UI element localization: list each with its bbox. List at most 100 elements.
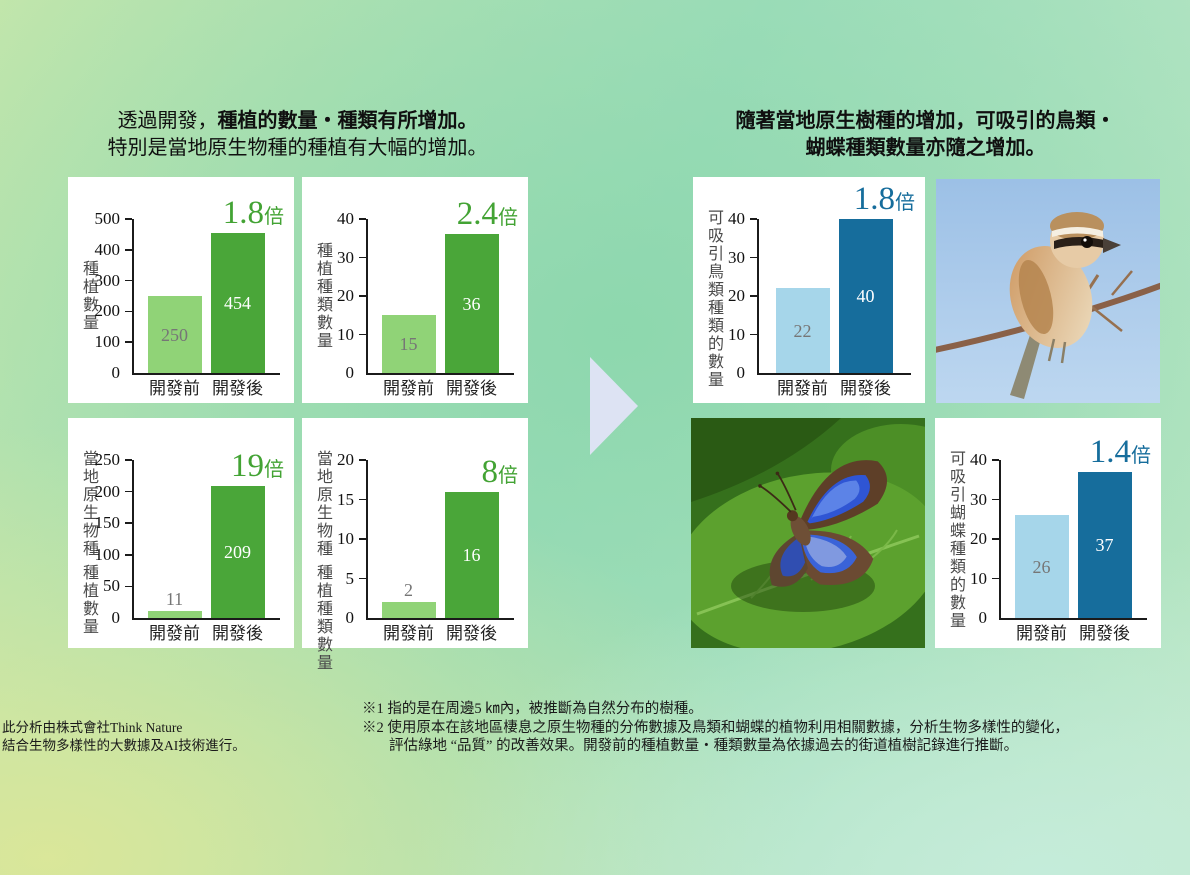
x-category-label: 開發前	[149, 379, 200, 398]
footnote-2-line1: ※2 使用原本在該地區棲息之原生物種的分佈數據及鳥類和蝴蝶的植物利用相關數據，分…	[362, 719, 1069, 736]
y-tick-mark	[125, 249, 132, 251]
flow-arrow	[590, 357, 638, 460]
bar-value-label: 16	[462, 544, 481, 565]
y-tick-mark	[125, 554, 132, 556]
x-axis-line	[366, 618, 514, 620]
footnote-think-nature-line1: 此分析由株式會社Think Nature	[2, 720, 183, 735]
x-axis-line	[757, 373, 911, 375]
y-tick-label: 10	[337, 324, 354, 344]
y-axis-line	[366, 219, 368, 374]
multiplier-label: 19倍	[231, 447, 284, 484]
y-tick-mark	[125, 585, 132, 588]
bar-after	[444, 234, 499, 373]
right-title-line1: 隨著當地原生樹種的增加，可吸引的鳥類・	[735, 110, 1116, 132]
y-tick-label: 5	[345, 568, 355, 588]
multiplier-number: 1.4	[1089, 433, 1131, 470]
y-axis-title-wrap: 當地原生物種 種植數量	[74, 450, 102, 636]
y-axis-title-wrap: 可吸引蝴蝶種類的數量	[941, 450, 969, 630]
y-tick-label: 500	[94, 209, 121, 228]
multiplier-unit: 倍	[1131, 444, 1151, 467]
x-category-label: 開發後	[446, 624, 497, 643]
multiplier-unit: 倍	[895, 192, 915, 214]
y-tick-label: 0	[111, 608, 121, 627]
y-tick-mark	[750, 256, 757, 259]
multiplier-number: 1.8	[853, 181, 895, 217]
multiplier-label: 8倍	[481, 453, 519, 490]
y-tick-label: 15	[337, 489, 354, 509]
bar-before	[381, 602, 436, 618]
bar-before	[775, 288, 830, 373]
right-title: 隨著當地原生樹種的增加，可吸引的鳥類・ 蝴蝶種類數量亦隨之增加。	[688, 108, 1163, 162]
y-axis-title-wrap: 當地原生物種 種植種類數量	[308, 450, 336, 672]
bar-before	[147, 611, 202, 618]
x-category-label: 開發後	[446, 379, 497, 398]
y-tick-label: 300	[94, 270, 121, 290]
y-tick-label: 10	[728, 324, 745, 344]
y-tick-label: 0	[978, 608, 988, 627]
y-tick-mark	[359, 295, 366, 297]
y-tick-mark	[359, 256, 366, 259]
y-tick-mark	[992, 577, 999, 580]
y-tick-label: 250	[94, 450, 121, 469]
y-tick-label: 0	[345, 608, 355, 627]
y-tick-mark	[992, 538, 999, 540]
bar-value-label: 250	[161, 324, 188, 345]
bar-value-label: 454	[224, 293, 251, 314]
y-tick-mark	[359, 333, 366, 336]
bar-value-label: 209	[224, 541, 251, 562]
footnotes: ※1 指的是在周邊5 ㎞內，被推斷為自然分布的樹種。 ※2 使用原本在該地區棲息…	[362, 700, 1182, 756]
y-tick-label: 200	[94, 481, 121, 501]
y-tick-mark	[992, 459, 999, 461]
y-axis-title: 可吸引鳥類種類的數量	[705, 209, 722, 389]
multiplier-label: 1.4倍	[1089, 433, 1151, 470]
y-tick-label: 20	[728, 286, 745, 305]
y-tick-label: 200	[94, 301, 121, 321]
y-tick-label: 0	[736, 363, 746, 382]
x-category-label: 開發前	[149, 624, 200, 643]
y-axis-title: 當地原生物種 種植種類數量	[314, 450, 331, 672]
bar-after	[210, 485, 265, 618]
y-tick-mark	[359, 498, 366, 501]
multiplier-unit: 倍	[498, 207, 518, 230]
x-axis-line	[999, 618, 1147, 620]
footnote-1: ※1 指的是在周邊5 ㎞內，被推斷為自然分布的樹種。	[362, 701, 703, 717]
y-tick-label: 10	[970, 568, 987, 588]
footnote-2-line2: 評估綠地 “品質” 的改善效果。開發前的種植數量・種類數量為依據過去的街道植樹記…	[389, 738, 1019, 754]
y-tick-mark	[992, 498, 999, 501]
y-tick-label: 20	[970, 529, 987, 548]
y-tick-mark	[359, 577, 366, 580]
y-tick-label: 40	[970, 450, 987, 469]
chart-planting-quantity: 種植數量 0 100 200 300 400 500 250 開發前 454 開發後 1.8倍	[68, 177, 294, 403]
butterfly-image	[691, 418, 925, 648]
y-tick-mark	[359, 459, 366, 461]
y-axis-line	[757, 219, 759, 374]
y-tick-label: 30	[970, 489, 987, 509]
y-tick-label: 100	[94, 544, 121, 564]
x-category-label: 開發前	[383, 624, 434, 643]
right-arrow-icon	[590, 357, 638, 455]
bar-value-label: 11	[165, 589, 184, 610]
bar-value-label: 26	[1032, 556, 1051, 577]
y-tick-label: 20	[337, 450, 354, 469]
x-category-label: 開發前	[777, 379, 828, 398]
footnote-think-nature: 此分析由株式會社Think Nature 結合生物多樣性的大數據及AI技術進行。	[2, 719, 246, 755]
bar-value-label: 37	[1095, 534, 1114, 555]
y-axis-line	[366, 460, 368, 619]
x-category-label: 開發前	[383, 379, 434, 398]
bar-value-label: 22	[793, 320, 812, 341]
left-title-bold: 種植的數量・種類有所增加。	[217, 110, 478, 132]
y-tick-mark	[125, 310, 132, 313]
y-axis-title: 種植種類數量	[314, 242, 331, 350]
multiplier-number: 19	[231, 447, 264, 484]
bar-before	[1014, 515, 1069, 618]
y-axis-title-wrap: 種植數量	[74, 219, 102, 373]
left-title-line2: 特別是當地原生物種的種植有大幅的增加。	[107, 137, 488, 159]
y-tick-mark	[125, 490, 132, 493]
multiplier-number: 2.4	[456, 196, 498, 233]
y-tick-label: 0	[111, 363, 121, 382]
y-tick-label: 40	[337, 209, 354, 228]
multiplier-number: 8	[481, 453, 499, 490]
y-tick-mark	[125, 459, 132, 461]
multiplier-label: 1.8倍	[854, 183, 915, 216]
